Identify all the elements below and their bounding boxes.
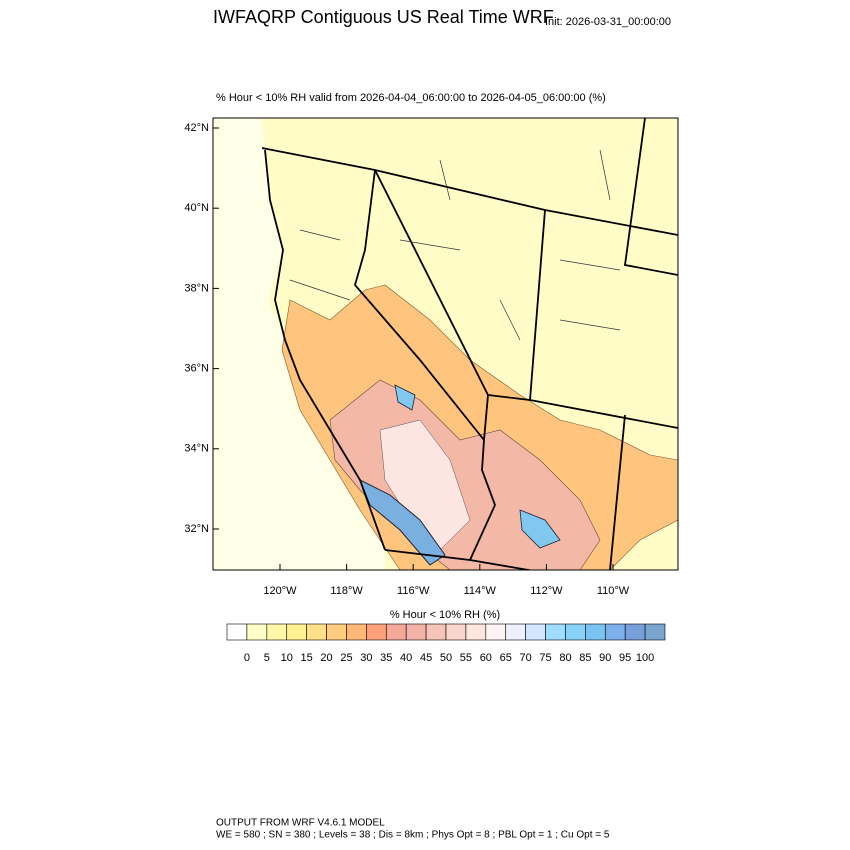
colorbar-label: 25 [340, 652, 352, 664]
colorbar-label: 55 [460, 652, 472, 664]
state-border [609, 414, 626, 570]
high-area [359, 478, 446, 566]
colorbar-box [366, 623, 387, 641]
lon-label: 114°W [464, 585, 497, 597]
state-border [529, 399, 678, 429]
colorbar-label: 100 [636, 652, 654, 664]
colorbar-box [445, 623, 467, 641]
lat-label: 42°N [184, 122, 209, 134]
colorbar-label: 65 [500, 652, 512, 664]
state-border [384, 549, 534, 570]
colorbar-box [505, 623, 526, 641]
colorbar-label: 80 [559, 652, 571, 664]
state-border [261, 147, 678, 236]
colorbar-label: 40 [400, 652, 412, 664]
colorbar-box [286, 623, 307, 641]
colorbar-label: 45 [420, 652, 432, 664]
lat-label: 32°N [184, 523, 209, 535]
colorbar-label: 60 [480, 652, 492, 664]
axis-labels: 42°N 40°N 38°N 36°N 34°N 32°N 120°W 118°W 116°W 1… [184, 122, 629, 597]
colorbar-box [246, 623, 268, 641]
state-border [623, 118, 678, 276]
county-border [289, 149, 621, 341]
colorbar-label: 50 [440, 652, 452, 664]
colorbar: 0 5 10 15 20 25 30 35 40 45 50 55 60 65 70 75 80 85 90 95 10… [226, 623, 666, 664]
map [212, 117, 679, 571]
colorbar-box [425, 623, 447, 641]
footer-line: OUTPUT FROM WRF V4.6.1 MODEL [216, 818, 385, 829]
colorbar-label: 10 [281, 652, 293, 664]
colorbar-label: 15 [301, 652, 313, 664]
colorbar-box [226, 623, 248, 641]
init-time: Init: 2026-03-31_00:00:00 [545, 16, 671, 28]
colorbar-label: 35 [380, 652, 392, 664]
colorbar-box [385, 623, 407, 641]
colorbar-box [485, 623, 507, 641]
colorbar-label: 90 [599, 652, 611, 664]
subtitle: % Hour < 10% RH valid from 2026-04-04_06… [216, 92, 606, 104]
lon-label: 110°W [597, 585, 630, 597]
colorbar-label: 30 [360, 652, 372, 664]
colorbar-box [585, 623, 606, 641]
colorbar-label: 0 [244, 652, 250, 664]
colorbar-box [266, 623, 288, 641]
colorbar-box [525, 623, 546, 641]
colorbar-label: 75 [539, 652, 551, 664]
footer-line: WE = 580 ; SN = 380 ; Levels = 38 ; Dis … [216, 830, 610, 841]
colorbar-box [405, 623, 427, 641]
desert-area [379, 419, 471, 551]
lon-label: 120°W [263, 585, 297, 597]
colorbar-label: 95 [619, 652, 631, 664]
colorbar-box [306, 623, 327, 641]
colorbar-label: 20 [320, 652, 332, 664]
colorbar-title: % Hour < 10% RH (%) [390, 609, 500, 621]
high-area [394, 384, 416, 411]
coastline [264, 149, 386, 551]
lon-label: 112°W [530, 585, 563, 597]
map-frame [212, 117, 679, 571]
lon-label: 118°W [330, 585, 363, 597]
lat-label: 34°N [184, 443, 209, 455]
lat-label: 36°N [184, 363, 209, 375]
colorbar-box [326, 623, 347, 641]
colorbar-label: 70 [520, 652, 532, 664]
colorbar-box [565, 623, 586, 641]
lat-label: 38°N [184, 282, 209, 294]
colorbar-box [624, 623, 646, 641]
colorbar-box [545, 623, 566, 641]
title: IWFAQRP Contiguous US Real Time WRF [213, 7, 554, 27]
colorbar-label: 5 [264, 652, 270, 664]
lat-label: 40°N [184, 202, 209, 214]
colorbar-box [644, 623, 666, 641]
colorbar-label: 85 [579, 652, 591, 664]
colorbar-box [465, 623, 487, 641]
lon-label: 116°W [397, 585, 430, 597]
state-border [354, 169, 496, 561]
colorbar-box [604, 623, 626, 641]
colorbar-box [346, 623, 367, 641]
high-area [519, 509, 561, 549]
